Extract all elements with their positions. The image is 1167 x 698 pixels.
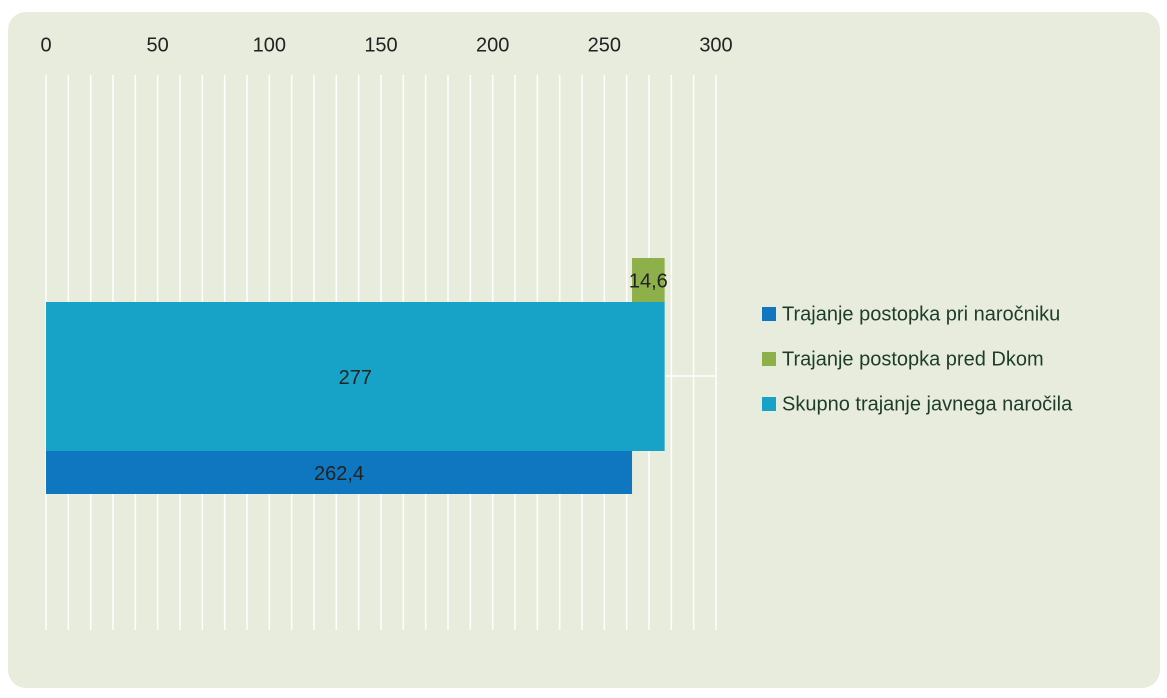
x-tick-label: 0 (40, 34, 51, 56)
bar (632, 258, 665, 302)
legend-label: Trajanje postopka pred Dkom (782, 348, 1044, 370)
legend-swatch (762, 397, 776, 411)
legend-label: Trajanje postopka pri naročniku (782, 303, 1060, 325)
legend-swatch (762, 352, 776, 366)
x-tick-label: 250 (588, 34, 621, 56)
bar (46, 302, 665, 451)
bar (46, 451, 633, 494)
value-label: 14,6 (629, 270, 668, 292)
value-label: 277 (339, 367, 372, 389)
x-tick-label: 200 (476, 34, 509, 56)
value-label: 262,4 (314, 463, 364, 485)
x-tick-label: 100 (253, 34, 286, 56)
legend-label: Skupno trajanje javnega naročila (782, 393, 1073, 415)
legend-swatch (762, 307, 776, 321)
x-tick-label: 50 (147, 34, 169, 56)
x-tick-label: 300 (699, 34, 732, 56)
x-tick-label: 150 (364, 34, 397, 56)
